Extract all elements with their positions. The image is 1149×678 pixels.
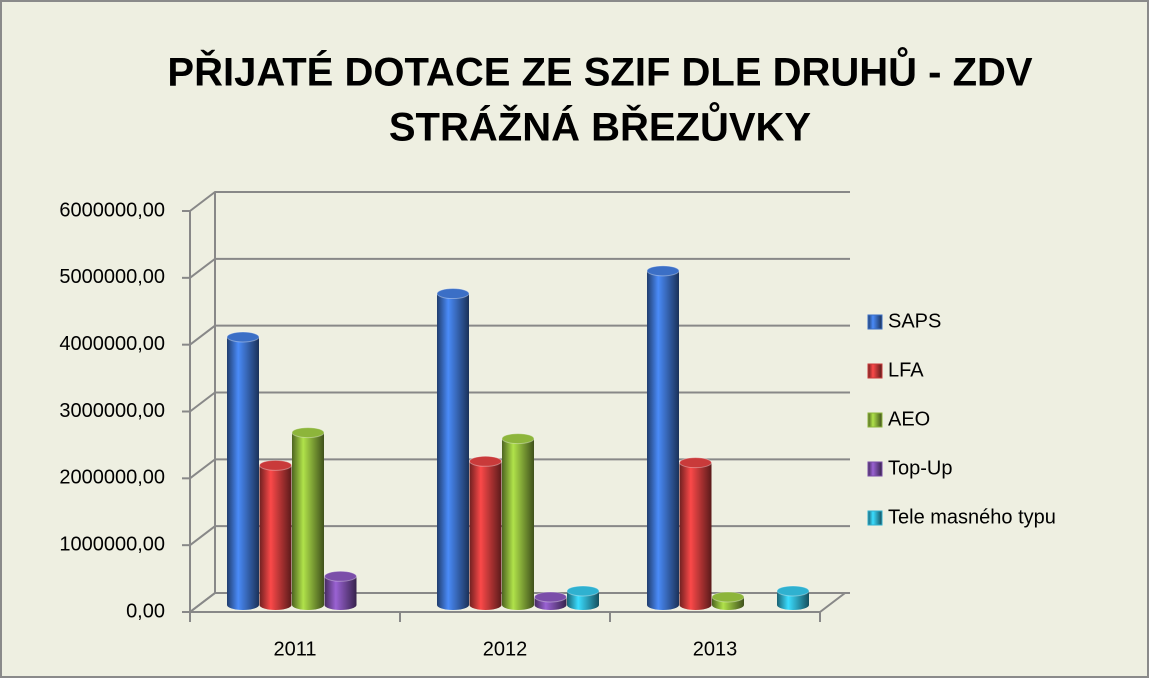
grid-line [189, 324, 850, 346]
chart-title-line-2: STRÁŽNÁ BŘEZŮVKY [389, 101, 812, 150]
bar [291, 427, 325, 610]
y-tick-label: 1000000,00 [59, 533, 165, 555]
bar [776, 585, 810, 610]
y-tick-label: 0,00 [126, 600, 165, 622]
bar [711, 591, 745, 610]
legend-label: SAPS [888, 310, 941, 332]
legend-label: Tele masného typu [888, 506, 1056, 528]
bar [646, 265, 680, 610]
grid-line [189, 391, 850, 413]
legend-swatch [867, 412, 883, 428]
grid-line [189, 257, 850, 279]
grid-line [189, 525, 850, 546]
grid-line [189, 458, 850, 480]
bar [226, 331, 260, 610]
legend-swatch [867, 363, 883, 379]
y-tick-label: 3000000,00 [59, 400, 165, 422]
bar [259, 459, 292, 610]
x-tick-label: 2013 [693, 638, 738, 660]
x-tick-label: 2012 [483, 638, 528, 660]
grid-line [189, 592, 850, 613]
y-tick-label: 6000000,00 [59, 199, 165, 221]
legend-swatch [867, 461, 883, 477]
chart-title-line-1: PŘIJATÉ DOTACE ZE SZIF DLE DRUHŮ - ZDV [167, 46, 1033, 95]
x-tick-label: 2011 [273, 638, 316, 660]
legend-label: LFA [888, 359, 924, 381]
bar [501, 433, 535, 610]
legend-swatch [867, 314, 883, 330]
bar [324, 570, 357, 610]
grid-line [189, 191, 850, 212]
legend-label: Top-Up [888, 457, 952, 479]
y-tick-label: 5000000,00 [59, 266, 165, 288]
bar [436, 288, 470, 610]
bar [679, 457, 712, 610]
bar [566, 585, 600, 610]
y-tick-label: 4000000,00 [59, 333, 165, 355]
y-tick-label: 2000000,00 [59, 467, 165, 489]
legend-label: AEO [888, 408, 930, 430]
bar [534, 591, 567, 610]
bar [469, 455, 502, 610]
legend-swatch [867, 510, 883, 526]
